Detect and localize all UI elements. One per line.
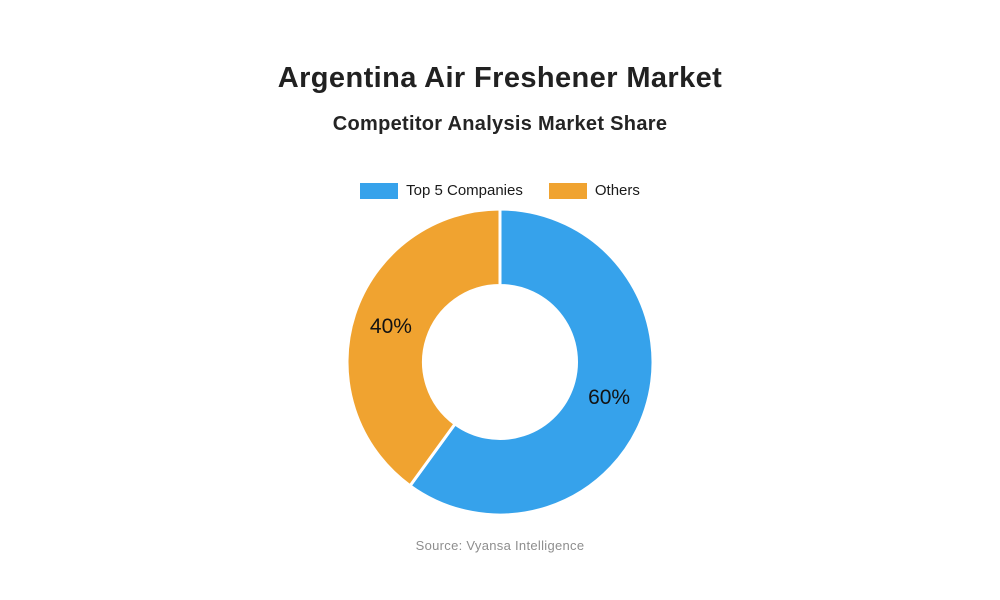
source-note: Source: Vyansa Intelligence (415, 538, 585, 553)
donut-chart-area: 60% 40% (345, 207, 655, 517)
legend-item-label: Others (594, 182, 640, 199)
slice-percent-label: 40% (370, 315, 412, 338)
legend-item-top-5-companies[interactable]: Top 5 Companies (360, 183, 523, 199)
donut-slice-others[interactable] (345, 207, 502, 488)
chart-subtitle: Competitor Analysis Market Share (332, 113, 668, 135)
legend-item-label: Top 5 Companies (406, 182, 523, 199)
legend-swatch-icon (548, 183, 587, 199)
legend-item-others[interactable]: Others (548, 182, 640, 199)
chart-legend: Top 5 Companies Others (0, 183, 1000, 199)
slice-percent-label: 60% (588, 386, 630, 409)
legend-swatch-icon (360, 183, 399, 199)
donut-slice-top-5-companies[interactable] (408, 207, 655, 517)
donut-chart: 60% 40% (345, 207, 655, 517)
chart-title: Argentina Air Freshener Market (277, 62, 723, 94)
